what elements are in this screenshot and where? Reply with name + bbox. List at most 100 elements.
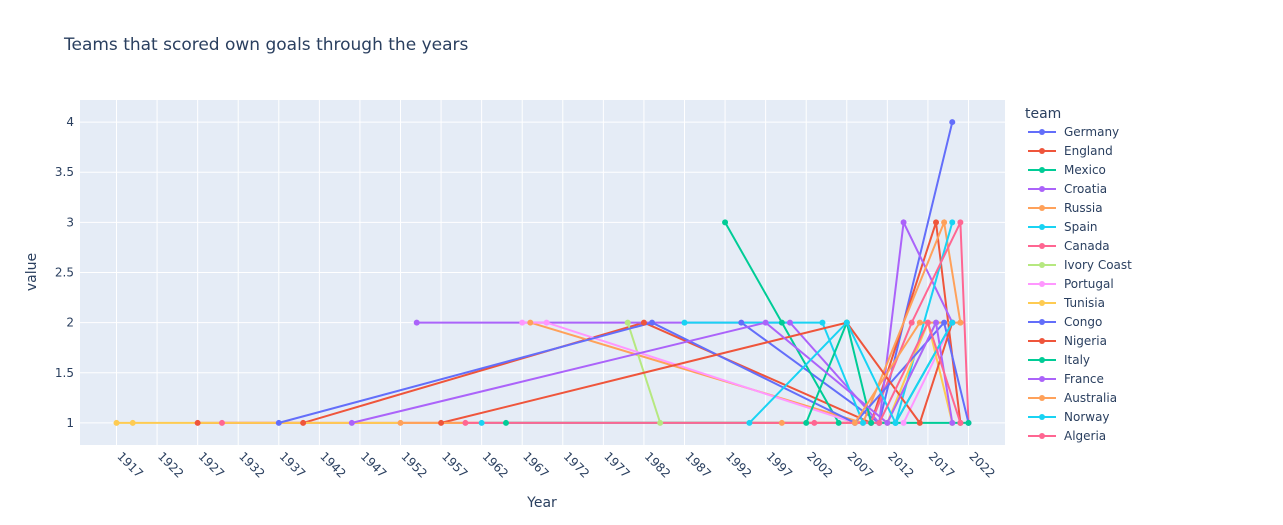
legend-item[interactable]: Italy xyxy=(1028,353,1090,367)
data-point xyxy=(129,419,136,426)
legend-marker xyxy=(1039,414,1045,420)
data-point xyxy=(778,319,785,326)
data-point xyxy=(478,419,485,426)
data-point xyxy=(640,319,647,326)
legend-item[interactable]: Germany xyxy=(1028,125,1119,139)
data-point xyxy=(933,319,940,326)
legend-label: Russia xyxy=(1064,201,1103,215)
x-tick-label: 1992 xyxy=(723,449,754,480)
data-point xyxy=(649,319,656,326)
data-point xyxy=(778,419,785,426)
data-point xyxy=(438,419,445,426)
data-point xyxy=(965,419,972,426)
series-line xyxy=(440,321,954,426)
legend-marker xyxy=(1039,205,1045,211)
data-point xyxy=(876,419,883,426)
data-point xyxy=(397,419,404,426)
y-tick-label: 2.5 xyxy=(55,266,74,280)
data-point xyxy=(941,219,948,226)
legend-item[interactable]: Australia xyxy=(1028,391,1117,405)
data-point xyxy=(835,419,842,426)
data-point xyxy=(746,419,753,426)
legend-label: Congo xyxy=(1064,315,1102,329)
legend-item[interactable]: Portugal xyxy=(1028,277,1114,291)
data-point xyxy=(916,419,923,426)
x-tick-label: 2007 xyxy=(845,449,876,480)
legend-item[interactable]: Congo xyxy=(1028,315,1102,329)
data-point xyxy=(657,419,664,426)
data-point xyxy=(892,419,899,426)
legend-label: Australia xyxy=(1064,391,1117,405)
data-point xyxy=(527,319,534,326)
legend-item[interactable]: England xyxy=(1028,144,1113,158)
legend-marker xyxy=(1039,281,1045,287)
legend-marker xyxy=(1039,129,1045,135)
legend-marker xyxy=(1039,376,1045,382)
x-tick-label: 1917 xyxy=(114,449,145,480)
legend-item[interactable]: Algeria xyxy=(1028,429,1106,443)
legend-label: France xyxy=(1064,372,1104,386)
legend-marker xyxy=(1039,148,1045,154)
legend-marker xyxy=(1039,395,1045,401)
legend-item[interactable]: Croatia xyxy=(1028,182,1107,196)
data-point xyxy=(900,219,907,226)
data-point xyxy=(941,319,948,326)
data-point xyxy=(194,419,201,426)
legend-item[interactable]: Ivory Coast xyxy=(1028,258,1132,272)
data-point xyxy=(738,319,745,326)
legend-label: Norway xyxy=(1064,410,1110,424)
y-tick-label: 3.5 xyxy=(55,165,74,179)
x-tick-label: 1957 xyxy=(439,449,470,480)
legend-item[interactable]: Russia xyxy=(1028,201,1103,215)
legend-item[interactable]: Tunisia xyxy=(1028,296,1105,310)
data-point xyxy=(851,419,858,426)
data-point xyxy=(681,319,688,326)
x-tick-label: 2012 xyxy=(885,449,916,480)
data-point xyxy=(843,319,850,326)
data-point xyxy=(868,419,875,426)
legend-label: Croatia xyxy=(1064,182,1107,196)
legend-item[interactable]: Nigeria xyxy=(1028,334,1107,348)
data-point xyxy=(543,319,550,326)
legend-label: Algeria xyxy=(1064,429,1106,443)
legend-marker xyxy=(1039,319,1045,325)
data-point xyxy=(916,319,923,326)
legend-label: Spain xyxy=(1064,220,1098,234)
data-point xyxy=(624,319,631,326)
legend[interactable]: team Germany England Mexico Croatia Russia Sp… xyxy=(1025,106,1132,443)
data-point xyxy=(908,319,915,326)
legend-item[interactable]: Mexico xyxy=(1028,163,1106,177)
y-axis-title: value xyxy=(24,253,40,291)
legend-marker xyxy=(1039,243,1045,249)
legend-label: Ivory Coast xyxy=(1064,258,1132,272)
series-line xyxy=(530,218,962,425)
legend-label: Portugal xyxy=(1064,277,1114,291)
data-point xyxy=(113,419,120,426)
x-tick-label: 1947 xyxy=(358,449,389,480)
legend-item[interactable]: Norway xyxy=(1028,410,1110,424)
data-point xyxy=(957,319,964,326)
legend-label: Canada xyxy=(1064,239,1110,253)
legend-item[interactable]: France xyxy=(1028,372,1104,386)
y-axis-ticks: 1 1.5 2 2.5 3 3.5 4 xyxy=(55,115,74,430)
data-point xyxy=(949,219,956,226)
data-point xyxy=(860,419,867,426)
data-point xyxy=(819,319,826,326)
data-point xyxy=(811,419,818,426)
data-point xyxy=(462,419,469,426)
data-point xyxy=(722,219,729,226)
x-axis-ticks: 1917 1922 1927 1932 1937 1942 1947 1952 1957 1962… xyxy=(114,449,997,480)
x-tick-label: 1967 xyxy=(520,449,551,480)
legend-label: Tunisia xyxy=(1063,296,1105,310)
data-point xyxy=(949,319,956,326)
legend-item[interactable]: Canada xyxy=(1028,239,1110,253)
legend-item[interactable]: Spain xyxy=(1028,220,1098,234)
data-point xyxy=(275,419,282,426)
x-tick-label: 2017 xyxy=(926,449,957,480)
legend-label: Germany xyxy=(1064,125,1119,139)
x-tick-label: 1932 xyxy=(236,449,267,480)
data-point xyxy=(900,419,907,426)
legend-marker xyxy=(1039,224,1045,230)
data-point xyxy=(502,419,509,426)
